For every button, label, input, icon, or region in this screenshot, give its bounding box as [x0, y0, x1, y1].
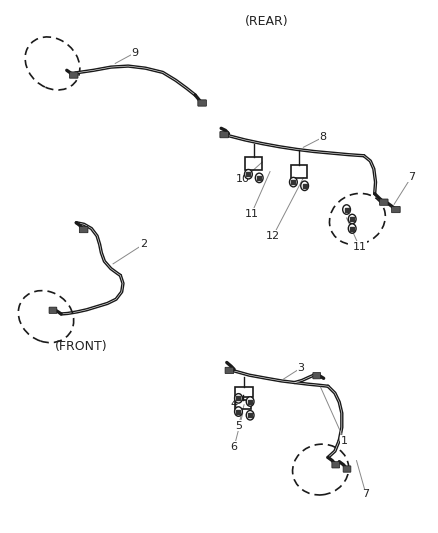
Text: 8: 8	[319, 132, 326, 142]
FancyBboxPatch shape	[343, 466, 351, 472]
FancyBboxPatch shape	[379, 199, 388, 205]
FancyBboxPatch shape	[392, 206, 400, 213]
Text: 5: 5	[235, 421, 242, 431]
FancyBboxPatch shape	[79, 227, 88, 233]
FancyBboxPatch shape	[225, 367, 234, 374]
Text: (FRONT): (FRONT)	[55, 340, 107, 353]
Circle shape	[244, 169, 252, 179]
Text: 10: 10	[236, 174, 250, 184]
Text: 2: 2	[140, 239, 147, 249]
FancyBboxPatch shape	[332, 462, 339, 468]
Text: 9: 9	[131, 48, 138, 58]
Text: 12: 12	[266, 231, 280, 241]
FancyBboxPatch shape	[313, 373, 321, 379]
Circle shape	[290, 177, 297, 187]
Bar	[235, 400, 251, 409]
Text: 7: 7	[408, 172, 415, 182]
Text: 11: 11	[353, 242, 367, 252]
Circle shape	[235, 407, 242, 416]
Circle shape	[246, 410, 254, 420]
Text: 4: 4	[230, 399, 238, 409]
Bar	[291, 165, 307, 178]
Text: 1: 1	[341, 435, 348, 446]
Text: 11: 11	[244, 209, 258, 219]
Circle shape	[255, 173, 263, 183]
FancyBboxPatch shape	[198, 100, 206, 106]
FancyBboxPatch shape	[220, 132, 229, 138]
Text: 3: 3	[298, 363, 305, 373]
Circle shape	[348, 224, 356, 233]
Bar	[236, 387, 253, 397]
Text: 6: 6	[231, 442, 238, 452]
FancyBboxPatch shape	[69, 72, 78, 78]
Circle shape	[246, 397, 254, 406]
Bar	[245, 157, 262, 170]
Circle shape	[343, 205, 350, 214]
Text: 7: 7	[363, 489, 370, 499]
Circle shape	[348, 214, 356, 224]
Circle shape	[235, 393, 242, 403]
Circle shape	[301, 181, 308, 191]
Text: (REAR): (REAR)	[245, 15, 289, 28]
FancyBboxPatch shape	[49, 307, 57, 313]
